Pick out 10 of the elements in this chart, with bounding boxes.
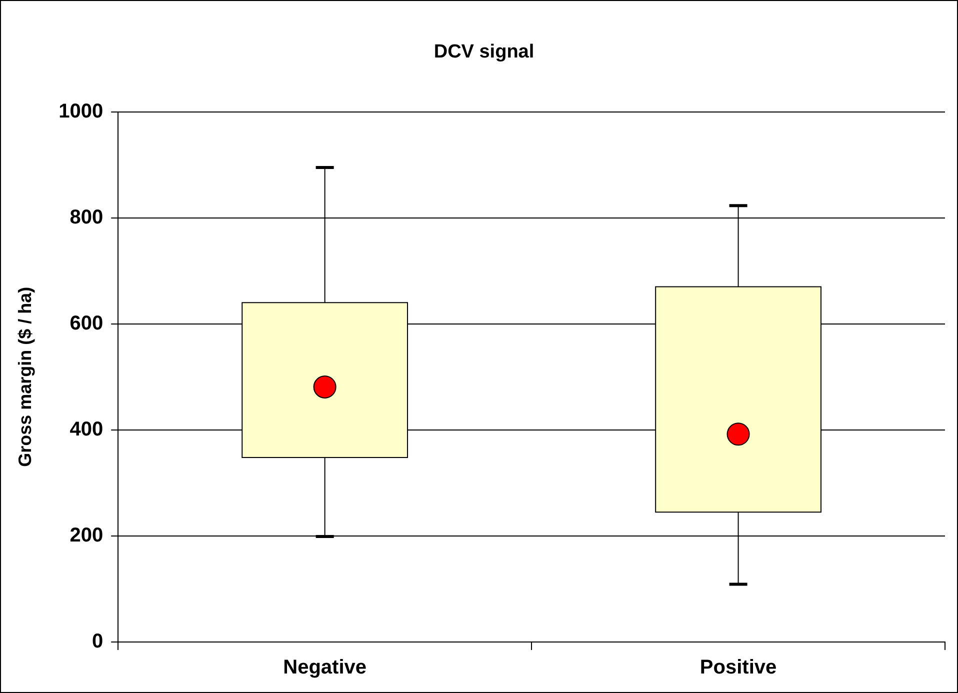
- chart-title: DCV signal: [434, 42, 534, 63]
- y-tick-label: 0: [92, 630, 104, 653]
- y-tick-label: 1000: [58, 100, 104, 122]
- y-tick-label: 600: [70, 312, 104, 334]
- x-tick-label: Positive: [700, 656, 777, 679]
- y-tick-label: 800: [70, 206, 104, 228]
- x-tick-label: Negative: [283, 656, 367, 679]
- y-tick-label: 400: [70, 418, 104, 440]
- y-tick-label: 200: [70, 524, 104, 546]
- y-axis-title: Gross margin ($ / ha): [14, 286, 35, 467]
